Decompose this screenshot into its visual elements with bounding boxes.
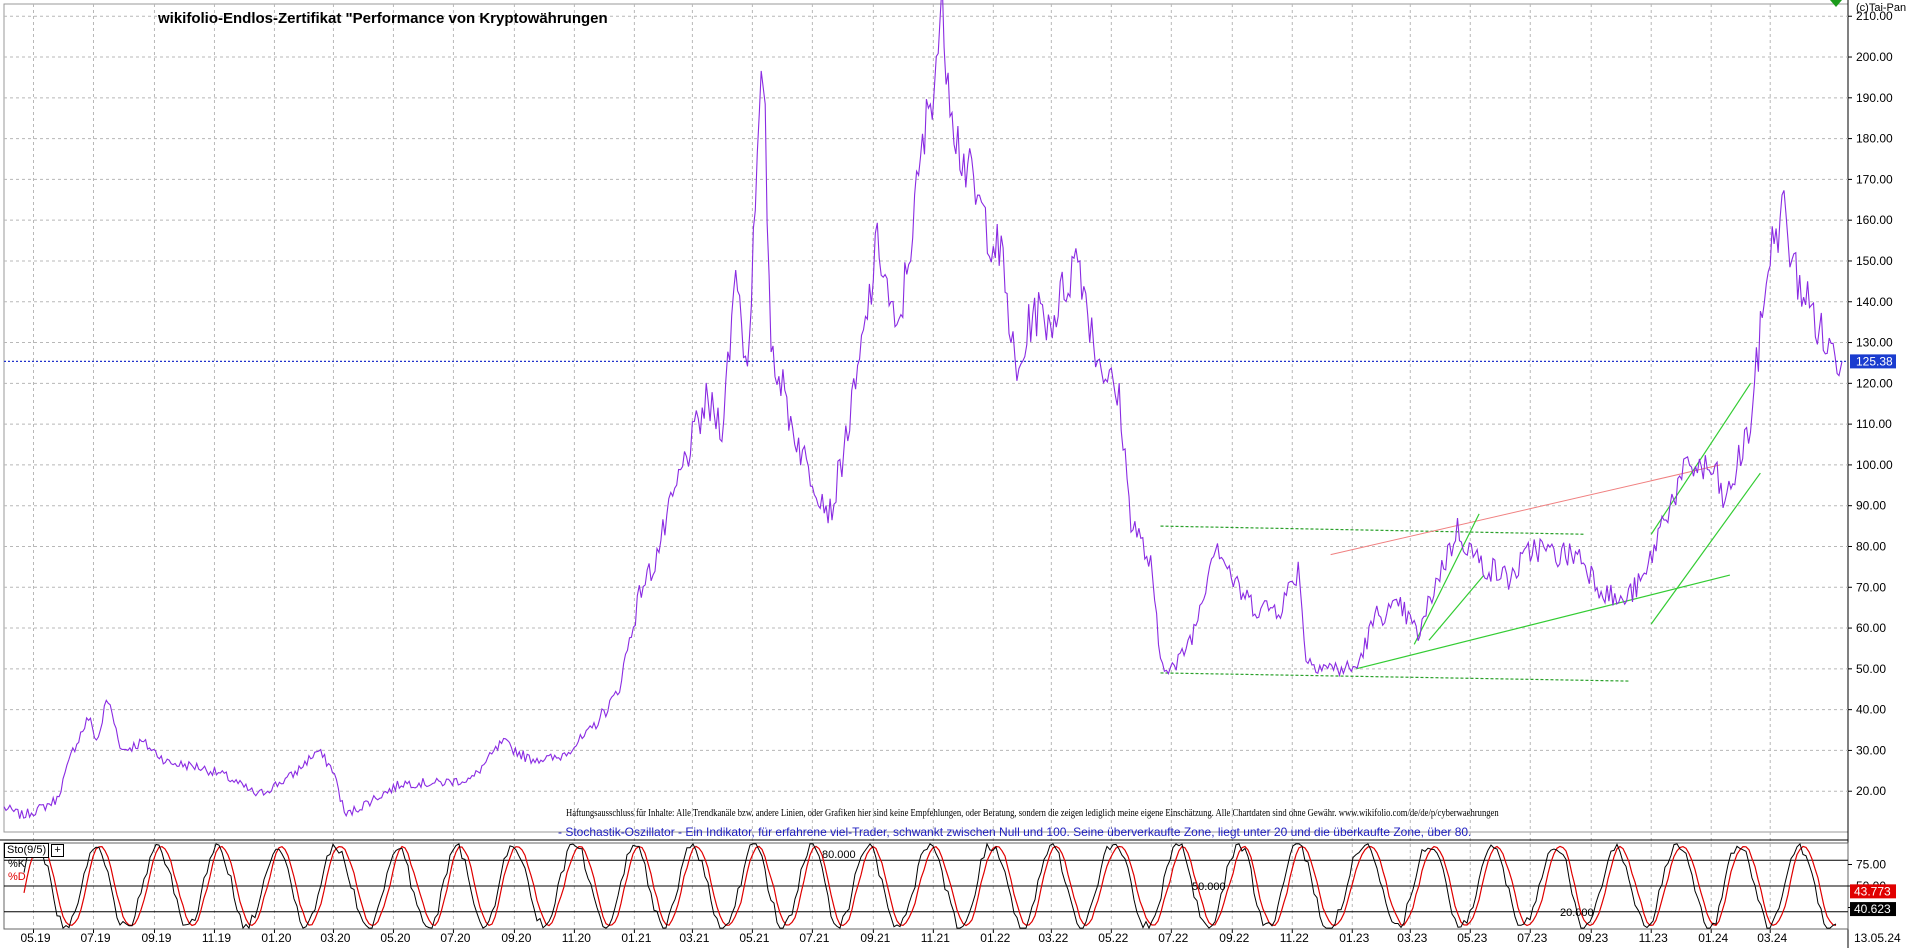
trend-lines (1160, 383, 1761, 682)
percent-k-line (23, 842, 1837, 930)
x-tick-label: 07.19 (80, 931, 110, 945)
k-value-label: 40.623 (1854, 902, 1891, 916)
price-frame (3, 3, 1849, 833)
y-tick-label: 110.00 (1856, 417, 1892, 431)
x-tick-label: 11.21 (921, 931, 950, 945)
copyright-label: (c)Tai-Pan (1856, 2, 1907, 14)
y-tick-label: 80.00 (1856, 539, 1886, 553)
x-tick-label: 11.19 (202, 931, 231, 945)
support-line (1356, 574, 1731, 670)
x-tick-label: 03.23 (1397, 931, 1427, 945)
d-value-label: 43.773 (1854, 884, 1891, 898)
chart-title: wikifolio-Endlos-Zertifikat "Performance… (158, 10, 608, 27)
x-tick-label: 05.21 (739, 931, 769, 945)
channel-up-line (1650, 383, 1752, 535)
y-tick-label: 180.00 (1856, 132, 1893, 146)
resistance-line (1330, 464, 1721, 556)
x-tick-label: 11.22 (1280, 931, 1309, 945)
channel-up-line (1413, 513, 1480, 645)
x-tick-label: 01.20 (261, 931, 291, 945)
level-label-50: 50.000 (1192, 881, 1226, 893)
channel-top-line (1160, 525, 1585, 535)
oscillator-description: - Stochastik-Oszillator - Ein Indikator,… (558, 825, 1472, 839)
grid (3, 0, 1849, 948)
series-layer: 125.38 (3, 0, 1896, 819)
oscillator-title-row: Sto(9/5) + (4, 843, 65, 858)
x-tick-label: 09.21 (860, 931, 890, 945)
x-tick-label: 03.24 (1757, 931, 1787, 945)
y-tick-label: 170.00 (1856, 172, 1893, 186)
x-tick-label: 09.22 (1219, 931, 1249, 945)
x-tick-label: 05.22 (1098, 931, 1128, 945)
x-tick-label: 01.23 (1339, 931, 1369, 945)
x-tick-label: 05.20 (380, 931, 410, 945)
axis-layer: 20.00 30.00 40.00 50.00 60.00 70.00 80.00 90.00… (20, 9, 1901, 945)
x-tick-label: 03.21 (679, 931, 709, 945)
oscillator-panel: 75.0050.0025.0080.00050.00020.00043.7734… (0, 839, 1896, 930)
x-tick-label: 09.19 (141, 931, 171, 945)
y-tick-label: 200.00 (1856, 50, 1893, 64)
last-value-label: 125.38 (1856, 354, 1893, 368)
y-tick-label: 50.00 (1856, 662, 1886, 676)
y-tick-label: 60.00 (1856, 621, 1886, 635)
channel-up-line (1650, 472, 1761, 625)
x-tick-label: 09.23 (1578, 931, 1608, 945)
x-tick-label: 09.20 (501, 931, 531, 945)
y-tick-label: 140.00 (1856, 295, 1893, 309)
x-tick-label: 01.21 (621, 931, 651, 945)
x-tick-label: 01.24 (1698, 931, 1728, 945)
y-tick-label: 160.00 (1856, 213, 1893, 227)
expand-plus-icon[interactable]: + (51, 844, 65, 857)
x-tick-label: 07.21 (799, 931, 829, 945)
y-tick-label: 90.00 (1856, 499, 1886, 513)
x-tick-label: 07.22 (1158, 931, 1188, 945)
x-end-label: 13.05.24 (1854, 931, 1901, 945)
k-value-box (1850, 902, 1896, 917)
x-tick-label: 03.20 (320, 931, 350, 945)
price-line (3, 0, 1843, 819)
x-tick-label: 03.22 (1038, 931, 1068, 945)
level-label-80: 80.000 (822, 849, 856, 861)
y-tick-label: 150.00 (1856, 254, 1893, 268)
last-value-box (1850, 354, 1896, 369)
x-tick-label: 05.19 (20, 931, 50, 945)
disclaimer-text: Haftungsausschluss für Inhalte: Alle Tre… (566, 808, 1499, 819)
y-tick-label: 130.00 (1856, 336, 1893, 350)
y-tick-label: 20.00 (1856, 784, 1886, 798)
d-value-box (1850, 884, 1896, 899)
y-tick-label: 100.00 (1856, 458, 1893, 472)
channel-up-line (1428, 574, 1485, 641)
oscillator-legend: Sto(9/5) + %K %D (4, 843, 65, 884)
oscillator-title[interactable]: Sto(9/5) (4, 843, 50, 858)
y-tick-label: 70.00 (1856, 580, 1886, 594)
y-tick-label: 190.00 (1856, 91, 1893, 105)
legend-k: %K (8, 858, 26, 870)
x-tick-label: 05.23 (1457, 931, 1487, 945)
percent-d-line (23, 845, 1837, 927)
x-tick-label: 07.20 (440, 931, 470, 945)
channel-bottom-line (1160, 672, 1630, 682)
signal-marker-icon (1830, 0, 1842, 7)
y-tick-label: 120.00 (1856, 376, 1893, 390)
x-tick-label: 11.23 (1639, 931, 1668, 945)
x-tick-label: 01.22 (980, 931, 1010, 945)
legend-d: %D (8, 871, 26, 883)
x-tick-label: 07.23 (1517, 931, 1547, 945)
osc-tick-label: 75.00 (1856, 858, 1886, 872)
y-tick-label: 30.00 (1856, 743, 1886, 757)
y-tick-label: 40.00 (1856, 703, 1886, 717)
y-tick-label: 210.00 (1856, 9, 1893, 23)
x-tick-label: 11.20 (562, 931, 591, 945)
